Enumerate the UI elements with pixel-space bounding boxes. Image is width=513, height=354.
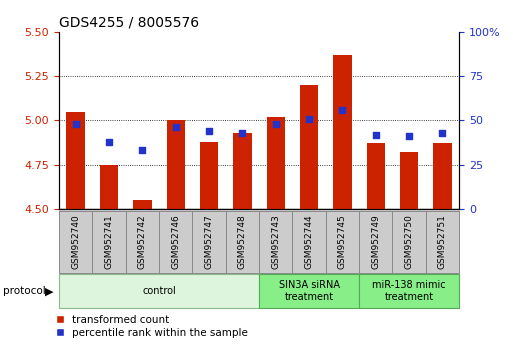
Bar xyxy=(359,274,459,308)
Point xyxy=(71,121,80,127)
Text: control: control xyxy=(142,286,176,296)
Bar xyxy=(400,152,418,209)
Bar xyxy=(259,211,292,273)
Text: SIN3A siRNA
treatment: SIN3A siRNA treatment xyxy=(279,280,340,302)
Point xyxy=(171,125,180,130)
Text: GSM952747: GSM952747 xyxy=(205,214,213,269)
Bar xyxy=(426,211,459,273)
Point xyxy=(305,116,313,121)
Text: miR-138 mimic
treatment: miR-138 mimic treatment xyxy=(372,280,446,302)
Point xyxy=(138,148,146,153)
Bar xyxy=(126,211,159,273)
Bar xyxy=(233,133,251,209)
Bar xyxy=(359,211,392,273)
Text: GSM952750: GSM952750 xyxy=(405,214,413,269)
Text: GSM952741: GSM952741 xyxy=(105,214,113,269)
Bar xyxy=(167,120,185,209)
Legend: transformed count, percentile rank within the sample: transformed count, percentile rank withi… xyxy=(54,315,248,338)
Bar xyxy=(67,112,85,209)
Point xyxy=(205,128,213,134)
Text: GSM952744: GSM952744 xyxy=(305,214,313,269)
Text: GSM952743: GSM952743 xyxy=(271,214,280,269)
Point xyxy=(238,130,246,136)
Point xyxy=(105,139,113,144)
Bar xyxy=(333,55,351,209)
Bar xyxy=(433,143,451,209)
Text: GSM952745: GSM952745 xyxy=(338,214,347,269)
Bar xyxy=(326,211,359,273)
Bar xyxy=(300,85,318,209)
Bar xyxy=(192,211,226,273)
Bar xyxy=(133,200,151,209)
Bar xyxy=(200,142,218,209)
Bar xyxy=(100,165,118,209)
Text: ▶: ▶ xyxy=(45,286,54,296)
Point xyxy=(371,132,380,137)
Bar xyxy=(159,211,192,273)
Point xyxy=(338,107,346,113)
Text: GSM952751: GSM952751 xyxy=(438,214,447,269)
Bar xyxy=(259,274,359,308)
Bar xyxy=(292,211,326,273)
Text: protocol: protocol xyxy=(3,286,45,296)
Bar xyxy=(392,211,426,273)
Text: GDS4255 / 8005576: GDS4255 / 8005576 xyxy=(59,15,199,29)
Bar xyxy=(267,117,285,209)
Text: GSM952740: GSM952740 xyxy=(71,214,80,269)
Bar xyxy=(59,211,92,273)
Text: GSM952748: GSM952748 xyxy=(238,214,247,269)
Bar xyxy=(226,211,259,273)
Bar xyxy=(59,274,259,308)
Point xyxy=(438,130,446,136)
Text: GSM952742: GSM952742 xyxy=(138,214,147,269)
Point xyxy=(271,121,280,127)
Text: GSM952749: GSM952749 xyxy=(371,214,380,269)
Bar xyxy=(92,211,126,273)
Bar xyxy=(367,143,385,209)
Point xyxy=(405,133,413,139)
Text: GSM952746: GSM952746 xyxy=(171,214,180,269)
